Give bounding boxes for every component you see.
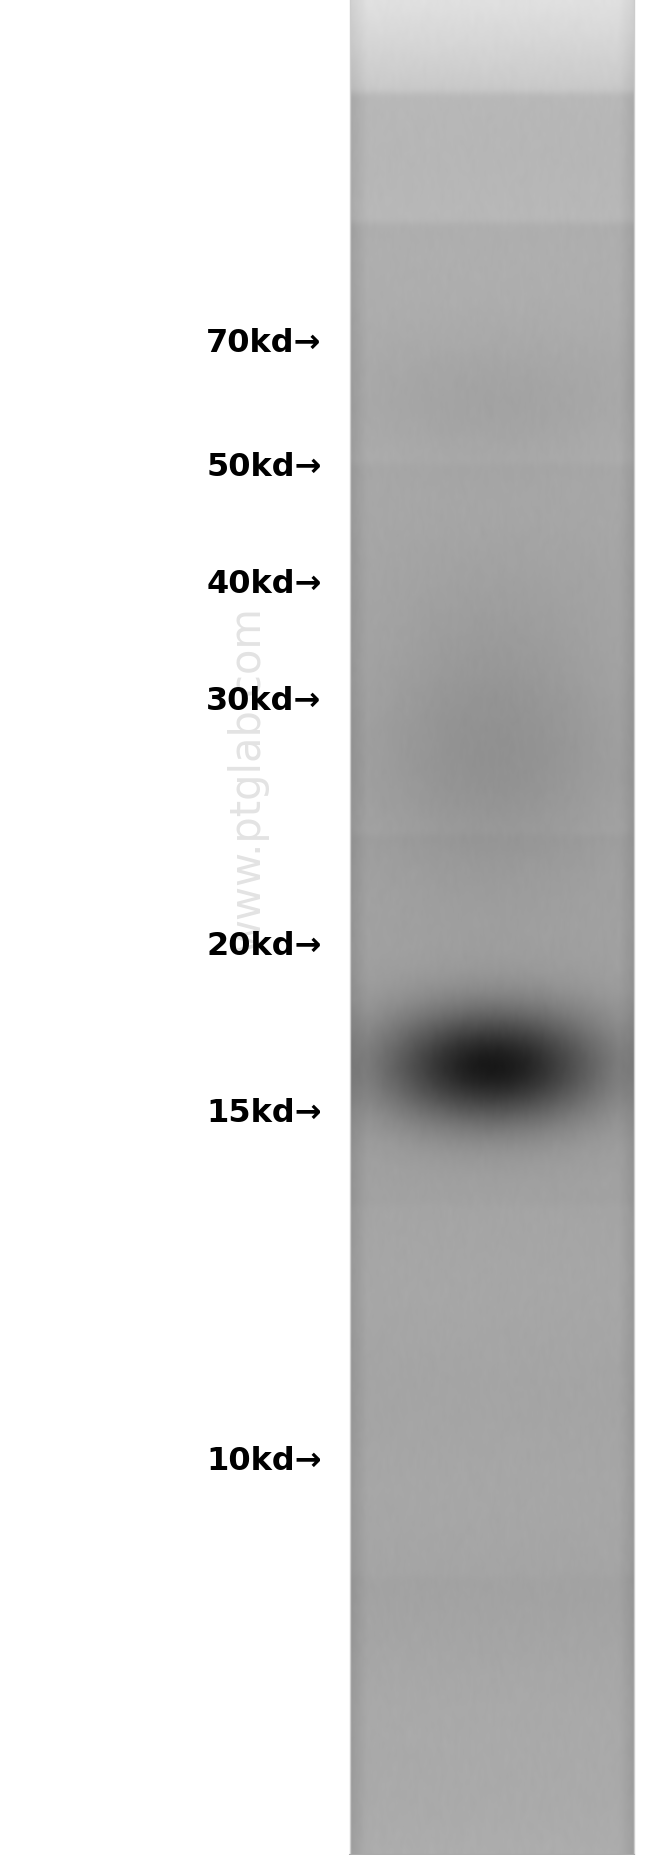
Text: 15kd→: 15kd→ (206, 1098, 322, 1128)
Text: 20kd→: 20kd→ (206, 931, 322, 961)
Text: 50kd→: 50kd→ (206, 453, 322, 482)
Text: 30kd→: 30kd→ (207, 686, 322, 716)
Text: www.ptglab.com: www.ptglab.com (226, 607, 268, 952)
Text: 40kd→: 40kd→ (206, 569, 322, 599)
Text: 10kd→: 10kd→ (206, 1447, 322, 1477)
Text: 70kd→: 70kd→ (206, 328, 322, 358)
